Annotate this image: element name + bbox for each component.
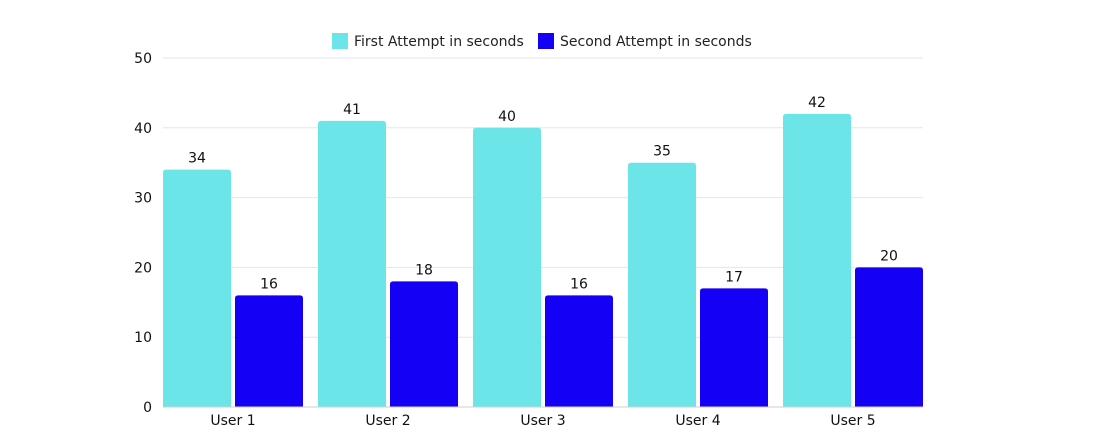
legend: First Attempt in seconds Second Attempt i…	[332, 33, 752, 50]
y-tick-label: 30	[134, 191, 152, 207]
bar-series1-user-3	[473, 127, 541, 408]
bars	[163, 113, 923, 408]
legend-swatch-series1	[332, 33, 348, 49]
data-label: 42	[808, 95, 826, 111]
y-tick-label: 20	[134, 260, 152, 276]
bar-series2-user-3	[545, 295, 613, 407]
legend-swatch-series2	[538, 33, 554, 49]
bar-series1-user-5	[783, 113, 851, 407]
data-label: 16	[570, 276, 588, 292]
data-label: 35	[653, 144, 671, 160]
y-tick-label: 50	[134, 51, 152, 67]
legend-label-series1: First Attempt in seconds	[354, 34, 524, 50]
bar-series1-user-4	[628, 162, 696, 407]
data-label: 41	[343, 102, 361, 118]
data-label: 16	[260, 276, 278, 292]
data-label: 20	[880, 248, 898, 264]
bar-series2-user-5	[855, 267, 923, 407]
bar-series2-user-1	[235, 295, 303, 407]
y-tick-label: 0	[143, 400, 152, 416]
x-tick-label: User 2	[365, 413, 410, 429]
data-label: 17	[725, 269, 743, 285]
legend-label-series2: Second Attempt in seconds	[560, 34, 752, 50]
y-tick-label: 10	[134, 330, 152, 346]
y-tick-label: 40	[134, 121, 152, 137]
data-label: 18	[415, 262, 433, 278]
x-tick-label: User 1	[210, 413, 255, 429]
y-axis: 0 10 20 30 40 50	[134, 51, 152, 416]
bar-series1-user-2	[318, 120, 386, 407]
bar-series2-user-2	[390, 281, 458, 407]
x-tick-label: User 5	[830, 413, 875, 429]
x-tick-label: User 4	[675, 413, 720, 429]
x-tick-label: User 3	[520, 413, 565, 429]
data-label: 40	[498, 109, 516, 125]
data-label: 34	[188, 151, 206, 167]
x-axis: User 1 User 2 User 3 User 4 User 5	[163, 406, 923, 429]
bar-series1-user-1	[163, 169, 231, 407]
bar-series2-user-4	[700, 288, 768, 407]
data-labels: 34 16 41 18 40 16 35 17 42 20	[188, 95, 898, 292]
